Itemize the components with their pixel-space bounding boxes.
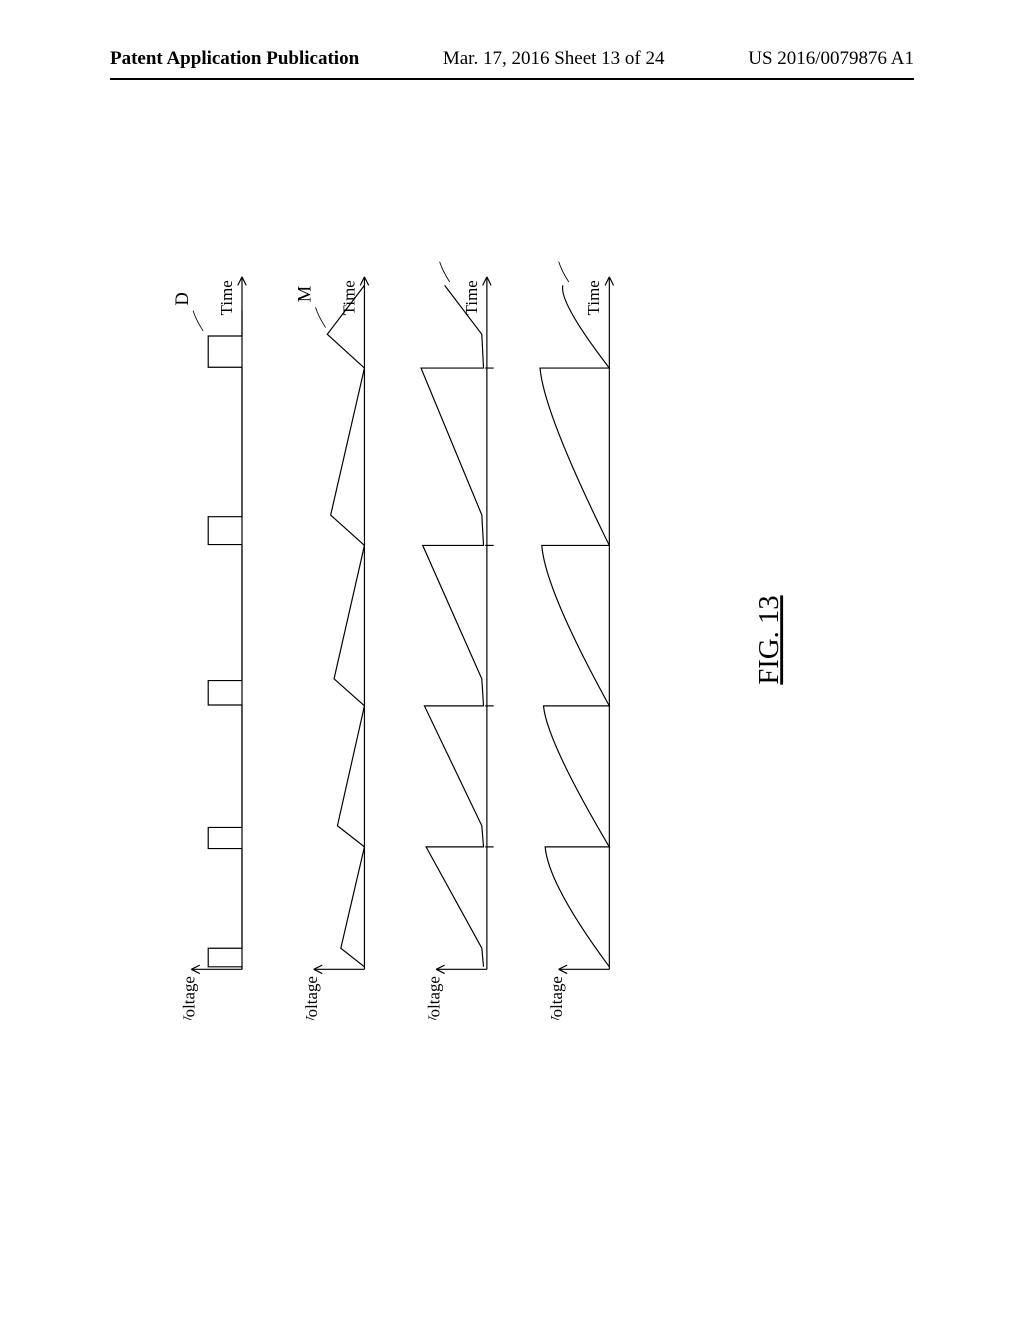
svg-text:Voltage: Voltage bbox=[547, 976, 566, 1020]
header-publication-type: Patent Application Publication bbox=[110, 48, 359, 70]
svg-text:D: D bbox=[172, 292, 193, 305]
svg-text:Voltage: Voltage bbox=[425, 976, 444, 1020]
page-header: Patent Application Publication Mar. 17, … bbox=[0, 48, 1024, 70]
svg-text:Time: Time bbox=[584, 280, 603, 315]
header-rule bbox=[110, 78, 914, 80]
figure-caption: FIG. 13 bbox=[753, 595, 785, 684]
svg-text:Voltage: Voltage bbox=[180, 976, 199, 1020]
figure-13-container: VoltageTimeDVoltageTimeMVoltageTimeDIVol… bbox=[20, 260, 920, 1020]
header-pub-number: US 2016/0079876 A1 bbox=[748, 48, 914, 70]
svg-text:Time: Time bbox=[217, 280, 236, 315]
header-date-sheet: Mar. 17, 2016 Sheet 13 of 24 bbox=[443, 48, 665, 70]
svg-text:Time: Time bbox=[462, 280, 481, 315]
svg-text:M: M bbox=[294, 286, 315, 303]
svg-text:Voltage: Voltage bbox=[302, 976, 321, 1020]
figure-13-svg: VoltageTimeDVoltageTimeMVoltageTimeDIVol… bbox=[20, 260, 920, 1020]
